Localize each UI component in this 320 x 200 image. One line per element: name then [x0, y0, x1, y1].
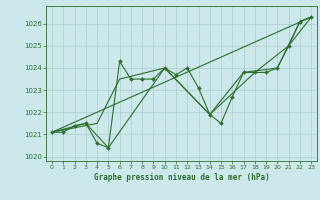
X-axis label: Graphe pression niveau de la mer (hPa): Graphe pression niveau de la mer (hPa) — [94, 173, 269, 182]
